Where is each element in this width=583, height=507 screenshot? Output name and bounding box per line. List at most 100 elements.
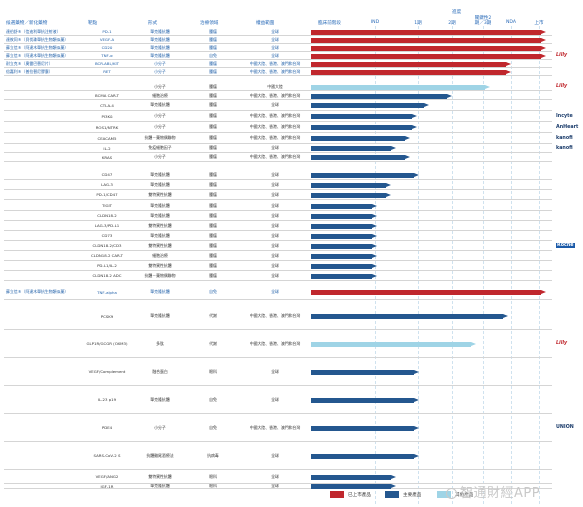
therapeutic-area: 腫瘤 (209, 60, 217, 66)
rights-territory: 全球 (271, 52, 279, 58)
drug-target: KRAS (101, 154, 113, 160)
table-row[interactable]: LAG-3/PD-L1 雙特異性抗體 腫瘤 全球 (4, 221, 552, 231)
table-row[interactable]: PCSK9 單克隆抗體 代謝 中國大陸、香港、澳門和台灣 (4, 303, 552, 330)
drug-modality: 雙特異性抗體 (148, 473, 172, 479)
rights-territory: 中國大陸、香港、澳門和台灣 (249, 424, 301, 430)
drug-name (6, 211, 84, 220)
progress-bar (311, 37, 541, 43)
progress-bar (311, 453, 415, 459)
rights-territory: 中國大陸、香港、澳門和台灣 (249, 92, 301, 98)
table-row[interactable]: BCMA CAR-T 細胞治療 腫瘤 中國大陸、香港、澳門和台灣 (4, 92, 552, 100)
drug-name (6, 133, 84, 143)
drug-target: VEGF/ANG2 (95, 474, 119, 479)
table-row[interactable]: CEACAM5 抗體－藥物偶聯物 腫瘤 中國大陸、香港、澳門和台灣 (4, 133, 552, 144)
therapeutic-area: 自免 (209, 289, 217, 294)
drug-target: PD-L1/IL-2 (97, 263, 117, 268)
partner-logo: UNION (556, 425, 574, 430)
drug-modality: 細胞治療 (152, 252, 168, 258)
progress-bar (311, 29, 541, 35)
table-row[interactable]: TIGIT 單克隆抗體 腫瘤 全球 (4, 201, 552, 211)
rights-territory: 全球 (271, 262, 279, 268)
therapeutic-area: 腫瘤 (209, 222, 217, 228)
table-row[interactable]: CLDN18.2/CD3 雙特異性抗體 腫瘤 全球 (4, 241, 552, 251)
therapeutic-area: 腫瘤 (209, 28, 217, 34)
progress-arrow (541, 53, 546, 58)
legend-swatch-navy (385, 491, 399, 498)
drug-modality: 雙特異性抗體 (148, 191, 172, 197)
table-row[interactable]: LAG-3 單克隆抗體 腫瘤 全球 (4, 180, 552, 190)
drug-name: 蘇立信®（阿達木單抗生物類似藥） (6, 289, 69, 294)
rights-territory: 中國大陸、香港、澳門和台灣 (249, 135, 301, 140)
progress-bar (311, 233, 372, 239)
header-stage-preclinical: 臨床前階段 (318, 21, 341, 26)
drug-target: TIGIT (101, 203, 113, 208)
rights-territory: 全球 (271, 289, 279, 294)
drug-name (6, 303, 84, 329)
table-row[interactable]: PD-1/CD47 雙特異性抗體 腫瘤 全球 (4, 190, 552, 200)
partner-logo: Roche (556, 243, 575, 248)
table-row[interactable]: IGF-1R 單克隆抗體 眼科 全球 (4, 484, 552, 489)
stage-gridline-5 (539, 26, 540, 504)
table-row[interactable]: VEGF/Complement 融合蛋白 眼科 全球 (4, 358, 552, 386)
rights-territory: 全球 (271, 171, 279, 177)
table-row[interactable]: 蘇立信®（阿達木單抗生物類似藥） TNF-alpha 單克隆抗體 自免 全球 (4, 285, 552, 300)
table-row[interactable]: CD47 單克隆抗體 腫瘤 全球 (4, 170, 552, 180)
table-row[interactable]: CLDN18.2 單克隆抗體 腫瘤 全球 (4, 211, 552, 221)
table-row[interactable]: 達伯舒®（信迪利單抗注射液） PD-1 單克隆抗體 腫瘤 全球 (4, 28, 552, 36)
drug-name: 倍嘉利®（普拉替尼膠囊） (6, 68, 53, 74)
header-area: 治療領域 (200, 21, 219, 26)
progress-arrow (414, 397, 420, 402)
drug-target: BCR-ABL/KIT (94, 61, 120, 66)
table-row[interactable]: IL-23 p19 單克隆抗體 自免 全球 (4, 386, 552, 414)
rights-territory: 全球 (271, 452, 279, 458)
therapeutic-area: 腫瘤 (209, 113, 217, 118)
table-row[interactable]: 達攸同®（貝伐珠單抗生物類似藥） VEGF-A 單克隆抗體 腫瘤 全球 (4, 36, 552, 44)
drug-target: CD73 (101, 233, 113, 238)
partner-logo: Lilly (556, 53, 568, 58)
drug-modality: 單克隆抗體 (150, 202, 170, 208)
table-row[interactable]: CTLA-4 單克隆抗體 腫瘤 全球 (4, 100, 552, 111)
drug-target: LAG-3 (101, 182, 113, 187)
rights-territory: 全球 (271, 145, 279, 150)
table-row[interactable]: KRAS 小分子 腫瘤 中國大陸、香港、澳門和台灣 (4, 153, 552, 162)
therapeutic-area: 腫瘤 (209, 36, 217, 42)
drug-target: CTLA-4 (100, 102, 114, 108)
drug-name: 耐立克®（奧雷巴替尼片） (6, 60, 53, 66)
table-row[interactable]: 蘇立信®（阿達木單抗生物類似藥） TNF-α 單克隆抗體 自免 全球 (4, 52, 552, 60)
table-row[interactable]: IL-2 免疫細胞因子 腫瘤 全球 (4, 144, 552, 153)
legend-label-key: 主要產品 (403, 492, 422, 498)
progress-arrow (423, 103, 429, 107)
table-row[interactable]: GLP1R/GCGR (OXM3) 多肽 代謝 中國大陸、香港、澳門和台灣 (4, 330, 552, 358)
table-row[interactable]: PI3Kδ 小分子 腫瘤 中國大陸、香港、澳門和台灣 (4, 111, 552, 122)
table-row[interactable]: ROS1/NTRK 小分子 腫瘤 中國大陸、香港、澳門和台灣 (4, 122, 552, 133)
table-row[interactable]: SARS-CoV-2 S 抗體雞尾酒療法 抗病毒 全球 (4, 442, 552, 470)
table-row[interactable]: 蘇立信®（阿達木單抗生物類似藥） CD20 單克隆抗體 腫瘤 全球 (4, 44, 552, 52)
table-row[interactable]: 倍嘉利®（普拉替尼膠囊） RET 小分子 腫瘤 中國大陸、香港、澳門和台灣 (4, 68, 552, 76)
table-row[interactable]: CD73 單克隆抗體 腫瘤 全球 (4, 231, 552, 241)
stage-label-5: 上市 (534, 21, 544, 26)
rights-territory: 全球 (271, 396, 279, 402)
rights-territory: 全球 (271, 102, 279, 107)
drug-name (6, 221, 84, 230)
therapeutic-area: 腫瘤 (209, 68, 217, 74)
partner-logo: Lilly (556, 341, 568, 346)
progress-bar (311, 369, 415, 375)
drug-target: CLDN18.2 ADC (92, 273, 122, 278)
progress-arrow (541, 290, 546, 294)
table-row[interactable]: 耐立克®（奧雷巴替尼片） BCR-ABL/KIT 小分子 腫瘤 中國大陸、香港、澳門和台… (4, 60, 552, 68)
drug-modality: 單克隆抗體 (150, 102, 170, 107)
stage-label-2: 2期 (448, 21, 456, 26)
drug-name (6, 180, 84, 189)
table-row[interactable]: VEGF/ANG2 雙特異性抗體 眼科 全球 (4, 470, 552, 484)
table-row[interactable]: CLDN18.2 CAR-T 細胞治療 腫瘤 全球 (4, 251, 552, 261)
table-row[interactable]: CLDN18.2 ADC 抗體－藥物偶聯物 腫瘤 全球 (4, 271, 552, 281)
drug-name (6, 330, 84, 357)
rights-territory: 全球 (271, 252, 279, 258)
progress-arrow (390, 146, 396, 150)
rights-territory: 中國大陸、香港、澳門和台灣 (249, 340, 301, 346)
table-row[interactable]: PDE4 小分子 自免 中國大陸、香港、澳門和台灣 (4, 414, 552, 442)
table-row[interactable]: 小分子 腫瘤 中國大陸 (4, 83, 552, 91)
drug-modality: 單克隆抗體 (150, 28, 170, 34)
drug-modality: 細胞治療 (152, 92, 168, 98)
table-row[interactable]: PD-L1/IL-2 雙特異性抗體 腫瘤 全球 (4, 261, 552, 271)
